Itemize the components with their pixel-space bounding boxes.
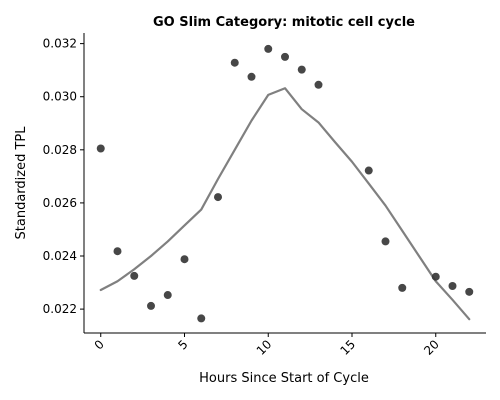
data-point [264,44,273,53]
data-point [465,287,474,296]
data-point [297,65,306,74]
y-axis-label: Standardized TPL [14,126,29,240]
x-ticks: 0 5 10 15 20 [92,333,442,358]
data-point [147,301,155,310]
y-tick-label: 0.028 [43,143,77,157]
y-tick-label: 0.026 [43,196,77,210]
data-point [364,166,373,175]
y-tick-label: 0.032 [43,37,77,51]
x-tick-label: 10 [254,337,275,358]
data-point [96,144,105,153]
data-point [163,291,172,300]
data-point [113,247,122,256]
y-tick-label: 0.024 [43,249,77,263]
data-point [381,237,390,246]
data-point [448,282,457,291]
data-point [431,272,440,281]
trend-line [99,87,471,321]
x-tick-label: 15 [337,337,358,358]
x-tick-label: 5 [175,337,190,352]
data-point [130,271,139,280]
data-point [214,193,222,202]
x-axis-label: Hours Since Start of Cycle [199,371,369,386]
y-ticks: 0.022 0.024 0.026 0.028 0.030 0.032 [43,37,84,316]
data-point [230,58,239,67]
data-point [398,283,407,292]
x-tick-label: 20 [421,337,442,358]
plot-area [96,44,474,323]
data-point [180,255,189,264]
y-tick-label: 0.030 [43,90,77,104]
data-point [281,52,289,61]
data-point [247,72,256,81]
chart-title: GO Slim Category: mitotic cell cycle [153,15,415,30]
data-point [314,80,323,89]
y-tick-label: 0.022 [43,302,77,316]
data-point [197,314,206,323]
x-tick-label: 0 [92,337,107,352]
